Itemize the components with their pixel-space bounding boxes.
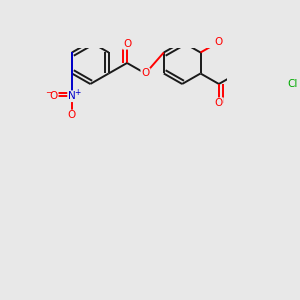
Text: +: + xyxy=(74,88,80,97)
Text: O: O xyxy=(68,110,76,121)
Text: N: N xyxy=(68,91,76,101)
Text: Cl: Cl xyxy=(287,79,298,89)
Text: O: O xyxy=(141,68,149,79)
Text: −: − xyxy=(45,88,52,97)
Text: O: O xyxy=(50,91,58,101)
Text: O: O xyxy=(215,98,223,108)
Text: O: O xyxy=(215,37,223,47)
Text: O: O xyxy=(123,39,131,49)
